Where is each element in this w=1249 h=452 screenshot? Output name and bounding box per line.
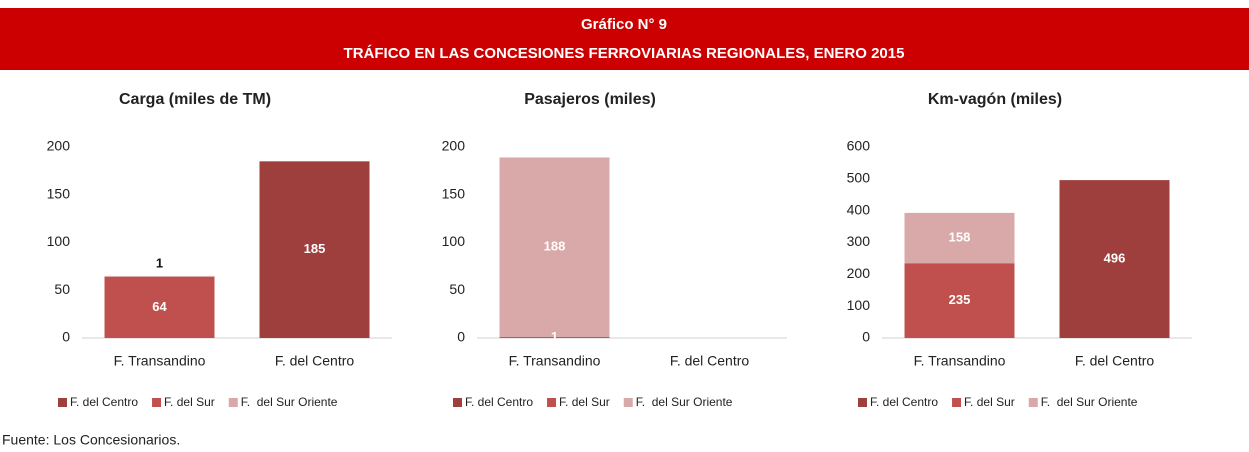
- legend-swatch: [152, 398, 162, 407]
- value-label: 235: [949, 292, 971, 307]
- y-tick-label: 150: [442, 185, 466, 201]
- value-label: 158: [949, 229, 971, 244]
- legend-label: F. del Centro: [70, 395, 138, 409]
- y-tick-label: 0: [457, 329, 465, 345]
- x-tick-label: F. Transandino: [914, 353, 1006, 369]
- y-tick-label: 200: [47, 138, 71, 154]
- y-tick-label: 0: [62, 329, 70, 345]
- y-tick-label: 50: [54, 281, 70, 297]
- legend-swatch: [58, 398, 67, 407]
- x-tick-label: F. Transandino: [114, 353, 206, 369]
- legend-swatch: [453, 398, 462, 407]
- chart-title: Carga (miles de TM): [119, 91, 271, 108]
- legend-label: F. del Sur: [164, 395, 215, 409]
- bar-segment: [1059, 180, 1170, 338]
- bar-segment: [904, 263, 1015, 338]
- legend-swatch: [228, 398, 238, 407]
- y-tick-label: 100: [442, 233, 466, 249]
- y-tick-label: 400: [847, 201, 871, 217]
- y-tick-label: 500: [847, 170, 871, 186]
- legend-label: F. del Centro: [870, 395, 938, 409]
- header-band: [0, 8, 1249, 70]
- legend-swatch: [623, 398, 633, 407]
- y-tick-label: 600: [847, 138, 871, 154]
- source: Fuente: Los Concesionarios.: [2, 432, 180, 448]
- y-tick-label: 150: [47, 185, 71, 201]
- y-tick-label: 0: [862, 329, 870, 345]
- y-tick-label: 100: [47, 233, 71, 249]
- legend-label: F. del Sur Oriente: [241, 395, 338, 409]
- legend-label: F. del Sur Oriente: [1041, 395, 1138, 409]
- y-tick-label: 50: [449, 281, 465, 297]
- legend-label: F. del Sur: [964, 395, 1015, 409]
- value-label: 1: [551, 329, 558, 344]
- bar-segment: [499, 157, 610, 338]
- y-tick-label: 100: [847, 297, 871, 313]
- legend-label: F. del Sur Oriente: [636, 395, 733, 409]
- chart-title: Pasajeros (miles): [524, 91, 656, 108]
- x-tick-label: F. Transandino: [509, 353, 601, 369]
- value-label: 185: [304, 241, 326, 256]
- header-title: Gráfico N° 9: [581, 16, 667, 33]
- legend-swatch: [858, 398, 867, 407]
- chart-title: Km-vagón (miles): [928, 91, 1062, 108]
- legend-swatch: [547, 398, 557, 407]
- y-tick-label: 200: [847, 265, 871, 281]
- x-tick-label: F. del Centro: [275, 353, 355, 369]
- x-tick-label: F. del Centro: [670, 353, 750, 369]
- bar-segment: [499, 337, 610, 338]
- value-label: 64: [152, 299, 167, 314]
- legend-label: F. del Sur: [559, 395, 610, 409]
- bar-segment: [904, 212, 1015, 264]
- legend-swatch: [952, 398, 962, 407]
- bar-segment: [104, 275, 215, 277]
- value-label: 1: [156, 255, 163, 270]
- legend-swatch: [1028, 398, 1038, 407]
- legend-label: F. del Centro: [465, 395, 533, 409]
- value-label: 496: [1104, 250, 1126, 265]
- bar-segment: [104, 276, 215, 338]
- value-label: 188: [544, 239, 566, 254]
- x-tick-label: F. del Centro: [1075, 353, 1155, 369]
- y-tick-label: 300: [847, 233, 871, 249]
- header-subtitle: TRÁFICO EN LAS CONCESIONES FERROVIARIAS …: [344, 45, 905, 62]
- y-tick-label: 200: [442, 138, 466, 154]
- bar-segment: [259, 161, 370, 338]
